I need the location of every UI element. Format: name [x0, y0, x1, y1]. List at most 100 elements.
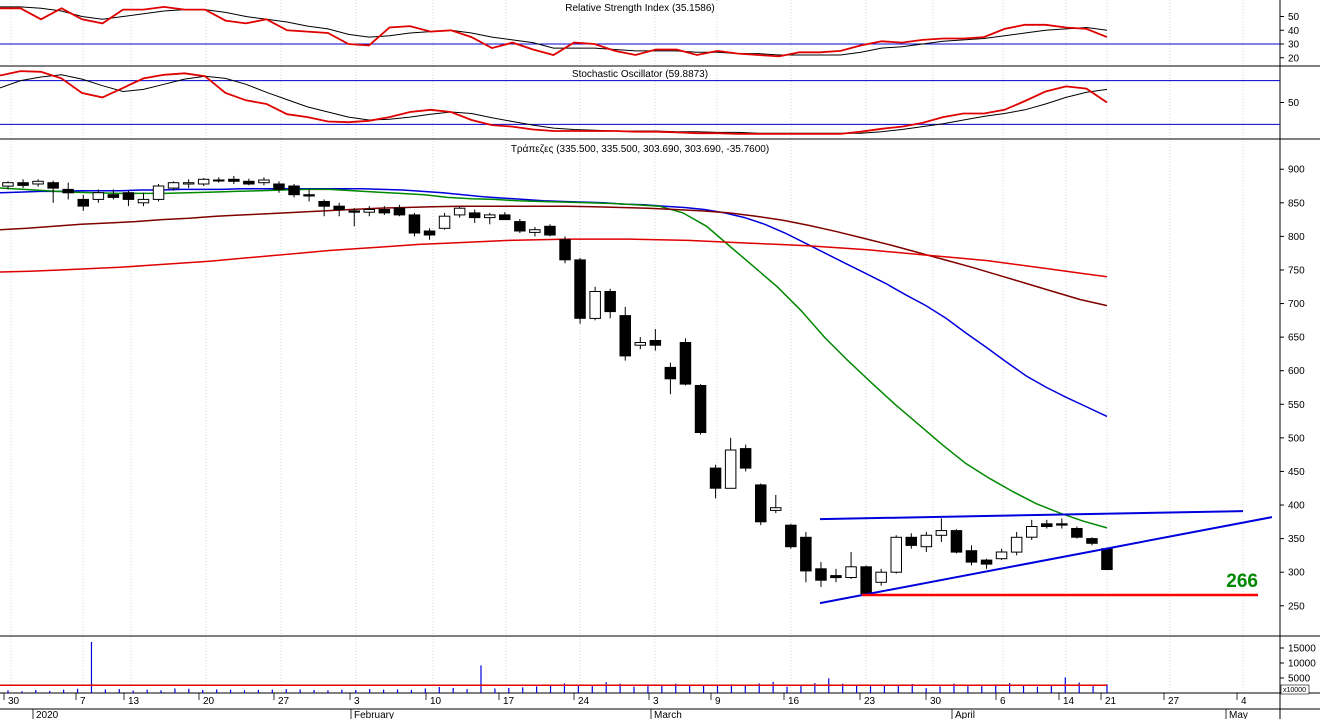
candle-body [363, 209, 375, 213]
candle-body [258, 179, 270, 184]
candle-body [890, 536, 902, 573]
candle-body [905, 536, 917, 546]
candle-body [17, 182, 29, 186]
moving-average-darkred [0, 205, 1108, 307]
candle-body [107, 194, 120, 198]
y-tick-label: 250 [1288, 601, 1305, 612]
candle-body [393, 207, 406, 216]
candle-body [709, 467, 722, 489]
candle-body [213, 179, 225, 182]
volume-multiplier-label: x10000 [1283, 687, 1306, 694]
x-month-label: 2020 [36, 710, 59, 719]
x-month-label: February [354, 710, 394, 719]
x-day-label: 3 [354, 696, 360, 707]
candle-body [619, 315, 631, 357]
moving-average-green [0, 187, 1108, 529]
candle-body [499, 214, 511, 221]
x-day-label: 27 [1168, 696, 1180, 707]
candle-body [378, 209, 391, 214]
candle-body [875, 571, 887, 583]
x-day-label: 6 [1000, 696, 1006, 707]
x-day-label: 3 [653, 696, 659, 707]
candle-body [679, 342, 692, 385]
candle-body [408, 214, 421, 234]
resistance-trendline [819, 510, 1244, 521]
rsi-title: Relative Strength Index (35.1586) [565, 3, 715, 14]
candle-body [544, 225, 556, 236]
candle-body [438, 215, 451, 229]
x-day-label: 14 [1063, 696, 1075, 707]
y-tick-label: 5000 [1288, 674, 1311, 685]
stoch-black-line [0, 74, 1108, 134]
price-title: Τράπεζες (335.500, 335.500, 303.690, 303… [511, 143, 769, 155]
y-tick-label: 750 [1288, 265, 1305, 276]
y-tick-label: 50 [1288, 12, 1300, 23]
candle-body [935, 530, 948, 536]
candle-body [965, 550, 978, 563]
candle-body [860, 566, 872, 595]
volume-multiplier-box [1280, 684, 1310, 695]
candle-body [348, 210, 360, 213]
rsi-black-line [0, 6, 1108, 56]
candle-body [604, 291, 616, 313]
candle-body [770, 507, 782, 511]
candle-body [228, 178, 240, 182]
candle-body [1010, 536, 1023, 553]
x-day-label: 13 [128, 696, 140, 707]
x-day-label: 4 [1241, 696, 1247, 707]
y-tick-label: 900 [1288, 165, 1305, 176]
candle-body [62, 188, 74, 194]
y-tick-label: 650 [1288, 333, 1305, 344]
candle-body [724, 449, 737, 489]
y-tick-label: 10000 [1288, 659, 1316, 670]
candle-body [950, 530, 963, 553]
x-day-label: 16 [788, 696, 800, 707]
x-day-label: 9 [715, 696, 721, 707]
data-marks [0, 5, 1280, 693]
candle-body [92, 192, 105, 200]
x-day-label: 20 [203, 696, 215, 707]
candle-body [303, 194, 315, 197]
x-day-label: 30 [930, 696, 942, 707]
candle-body [739, 448, 752, 469]
candle-body [514, 221, 526, 232]
y-tick-label: 700 [1288, 299, 1305, 310]
candle-body [664, 366, 677, 380]
stochastic-title: Stochastic Oscillator (59.8873) [572, 69, 708, 80]
candle-body [137, 198, 150, 204]
candle-body [468, 212, 481, 219]
y-tick-label: 40 [1288, 26, 1300, 37]
candle-body [318, 201, 330, 207]
y-tick-label: 550 [1288, 400, 1305, 411]
y-tick-label: 600 [1288, 366, 1305, 377]
y-tick-label: 30 [1288, 40, 1300, 51]
y-tick-label: 850 [1288, 198, 1305, 209]
candle-body [634, 342, 646, 346]
candle-body [1086, 538, 1098, 544]
x-day-label: 10 [430, 696, 442, 707]
candle-body [589, 291, 601, 319]
candle-body [453, 207, 466, 216]
x-month-label: May [1229, 710, 1248, 719]
candle-body [574, 259, 586, 319]
rising-support-trendline [819, 516, 1273, 605]
x-day-label: 27 [278, 696, 290, 707]
candle-body [920, 534, 933, 548]
x-day-label: 21 [1105, 696, 1117, 707]
y-tick-label: 800 [1288, 232, 1305, 243]
candle-body [1071, 528, 1083, 538]
y-tick-label: 400 [1288, 501, 1305, 512]
candle-body [755, 484, 767, 523]
candle-body [830, 575, 842, 579]
candle-body [273, 183, 285, 190]
y-tick-label: 300 [1288, 568, 1305, 579]
candle-body [1026, 526, 1038, 538]
x-day-label: 17 [503, 696, 515, 707]
y-tick-label: 50 [1288, 98, 1300, 109]
candle-body [649, 340, 662, 346]
moving-average-red [0, 238, 1108, 278]
stoch-red-line [0, 70, 1108, 135]
candle-body [995, 551, 1008, 560]
y-tick-label: 20 [1288, 53, 1300, 64]
